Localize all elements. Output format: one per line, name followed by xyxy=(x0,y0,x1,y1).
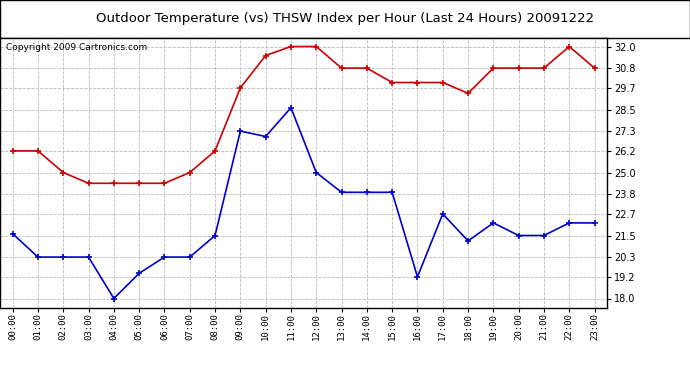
Text: Outdoor Temperature (vs) THSW Index per Hour (Last 24 Hours) 20091222: Outdoor Temperature (vs) THSW Index per … xyxy=(96,12,594,25)
Text: Copyright 2009 Cartronics.com: Copyright 2009 Cartronics.com xyxy=(6,43,148,52)
